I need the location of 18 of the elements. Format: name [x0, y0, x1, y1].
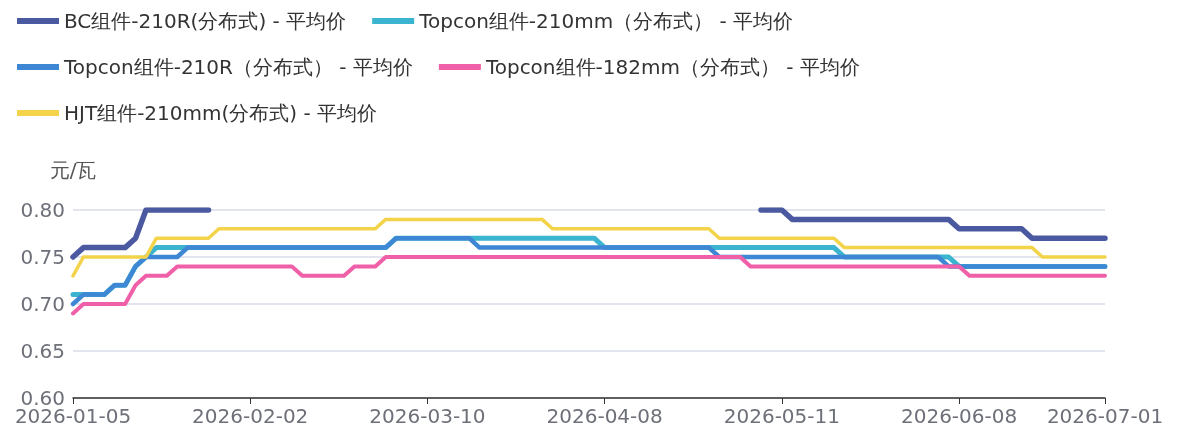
x-tick-label: 2026-02-02 — [192, 404, 309, 428]
y-tick-label: 0.75 — [20, 245, 65, 269]
x-tick-label: 2026-05-11 — [723, 404, 840, 428]
legend-label: Topcon组件-210mm（分布式） - 平均价 — [418, 9, 794, 33]
y-tick-label: 0.80 — [20, 198, 65, 222]
legend-label: Topcon组件-210R（分布式） - 平均价 — [63, 55, 413, 79]
y-axis-title: 元/瓦 — [49, 158, 97, 182]
y-tick-label: 0.65 — [20, 339, 65, 363]
legend-label: BC组件-210R(分布式) - 平均价 — [64, 9, 347, 33]
y-tick-label: 0.70 — [20, 292, 65, 316]
x-tick-label: 2026-07-01 — [1046, 404, 1164, 428]
x-tick-label: 2026-04-08 — [546, 404, 663, 428]
line-series — [71, 255, 1107, 316]
x-tick-label: 2026-06-08 — [900, 404, 1018, 428]
x-tick-label: 2026-03-10 — [369, 404, 486, 428]
line-series — [71, 217, 1107, 278]
legend-label: Topcon组件-182mm（分布式） - 平均价 — [484, 55, 860, 79]
legend-label: HJT组件-210mm(分布式) - 平均价 — [64, 101, 378, 125]
